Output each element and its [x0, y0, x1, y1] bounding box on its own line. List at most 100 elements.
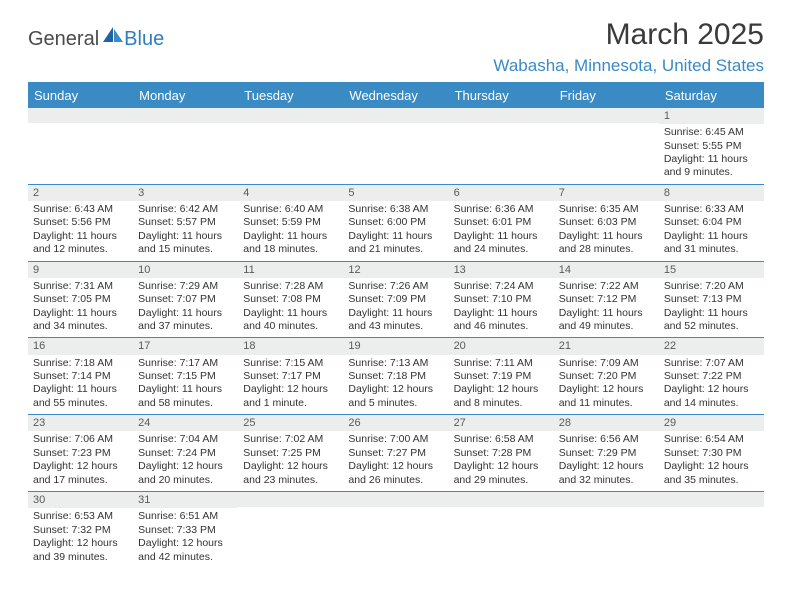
day-details: Sunrise: 7:31 AMSunset: 7:05 PMDaylight:…	[28, 278, 133, 338]
day-details	[554, 507, 659, 559]
sunset-text: Sunset: 6:03 PM	[559, 216, 654, 229]
daylight-text: Daylight: 11 hours and 12 minutes.	[33, 230, 128, 257]
calendar-day-cell: 9Sunrise: 7:31 AMSunset: 7:05 PMDaylight…	[28, 261, 133, 338]
day-details	[343, 123, 448, 175]
day-number: 2	[28, 185, 133, 201]
calendar-day-cell: 4Sunrise: 6:40 AMSunset: 5:59 PMDaylight…	[238, 184, 343, 261]
daylight-text: Daylight: 11 hours and 43 minutes.	[348, 307, 443, 334]
calendar-table: SundayMondayTuesdayWednesdayThursdayFrid…	[28, 83, 764, 568]
calendar-week-row: 30Sunrise: 6:53 AMSunset: 7:32 PMDayligh…	[28, 492, 764, 568]
daylight-text: Daylight: 11 hours and 34 minutes.	[33, 307, 128, 334]
calendar-empty-cell	[133, 108, 238, 184]
sunset-text: Sunset: 7:33 PM	[138, 524, 233, 537]
weekday-header: Sunday	[28, 83, 133, 108]
location-text: Wabasha, Minnesota, United States	[493, 56, 764, 76]
sunrise-text: Sunrise: 7:28 AM	[243, 280, 338, 293]
day-number: 5	[343, 185, 448, 201]
day-number: 10	[133, 262, 238, 278]
sunrise-text: Sunrise: 6:42 AM	[138, 203, 233, 216]
day-details	[554, 123, 659, 175]
day-details: Sunrise: 7:00 AMSunset: 7:27 PMDaylight:…	[343, 431, 448, 491]
sunrise-text: Sunrise: 6:43 AM	[33, 203, 128, 216]
calendar-day-cell: 29Sunrise: 6:54 AMSunset: 7:30 PMDayligh…	[659, 415, 764, 492]
day-number: 9	[28, 262, 133, 278]
header: General Blue March 2025 Wabasha, Minneso…	[28, 18, 764, 76]
sunset-text: Sunset: 7:32 PM	[33, 524, 128, 537]
day-number	[449, 492, 554, 507]
day-number	[554, 492, 659, 507]
calendar-empty-cell	[554, 108, 659, 184]
daylight-text: Daylight: 12 hours and 17 minutes.	[33, 460, 128, 487]
sunset-text: Sunset: 7:23 PM	[33, 447, 128, 460]
calendar-day-cell: 23Sunrise: 7:06 AMSunset: 7:23 PMDayligh…	[28, 415, 133, 492]
sunset-text: Sunset: 7:29 PM	[559, 447, 654, 460]
sunset-text: Sunset: 7:05 PM	[33, 293, 128, 306]
sunrise-text: Sunrise: 6:56 AM	[559, 433, 654, 446]
day-details: Sunrise: 7:04 AMSunset: 7:24 PMDaylight:…	[133, 431, 238, 491]
sunset-text: Sunset: 7:20 PM	[559, 370, 654, 383]
calendar-week-row: 1Sunrise: 6:45 AMSunset: 5:55 PMDaylight…	[28, 108, 764, 184]
day-details: Sunrise: 7:06 AMSunset: 7:23 PMDaylight:…	[28, 431, 133, 491]
day-details: Sunrise: 7:20 AMSunset: 7:13 PMDaylight:…	[659, 278, 764, 338]
sunset-text: Sunset: 7:17 PM	[243, 370, 338, 383]
sunset-text: Sunset: 7:12 PM	[559, 293, 654, 306]
day-number	[659, 492, 764, 507]
day-details	[449, 123, 554, 175]
calendar-day-cell: 7Sunrise: 6:35 AMSunset: 6:03 PMDaylight…	[554, 184, 659, 261]
brand-part2: Blue	[124, 28, 164, 51]
day-details: Sunrise: 6:53 AMSunset: 7:32 PMDaylight:…	[28, 508, 133, 568]
calendar-day-cell: 13Sunrise: 7:24 AMSunset: 7:10 PMDayligh…	[449, 261, 554, 338]
day-number: 18	[238, 338, 343, 354]
calendar-body: 1Sunrise: 6:45 AMSunset: 5:55 PMDaylight…	[28, 108, 764, 568]
day-number: 16	[28, 338, 133, 354]
day-details: Sunrise: 6:56 AMSunset: 7:29 PMDaylight:…	[554, 431, 659, 491]
sunrise-text: Sunrise: 6:53 AM	[33, 510, 128, 523]
calendar-day-cell: 18Sunrise: 7:15 AMSunset: 7:17 PMDayligh…	[238, 338, 343, 415]
calendar-day-cell: 31Sunrise: 6:51 AMSunset: 7:33 PMDayligh…	[133, 492, 238, 568]
sunset-text: Sunset: 5:56 PM	[33, 216, 128, 229]
calendar-week-row: 23Sunrise: 7:06 AMSunset: 7:23 PMDayligh…	[28, 415, 764, 492]
daylight-text: Daylight: 12 hours and 32 minutes.	[559, 460, 654, 487]
sunrise-text: Sunrise: 7:31 AM	[33, 280, 128, 293]
day-details: Sunrise: 7:17 AMSunset: 7:15 PMDaylight:…	[133, 355, 238, 415]
daylight-text: Daylight: 12 hours and 20 minutes.	[138, 460, 233, 487]
weekday-header: Monday	[133, 83, 238, 108]
day-number	[343, 492, 448, 507]
calendar-day-cell: 15Sunrise: 7:20 AMSunset: 7:13 PMDayligh…	[659, 261, 764, 338]
day-details: Sunrise: 6:42 AMSunset: 5:57 PMDaylight:…	[133, 201, 238, 261]
calendar-empty-cell	[659, 492, 764, 568]
sunrise-text: Sunrise: 7:17 AM	[138, 357, 233, 370]
weekday-header: Thursday	[449, 83, 554, 108]
calendar-day-cell: 10Sunrise: 7:29 AMSunset: 7:07 PMDayligh…	[133, 261, 238, 338]
calendar-day-cell: 14Sunrise: 7:22 AMSunset: 7:12 PMDayligh…	[554, 261, 659, 338]
daylight-text: Daylight: 11 hours and 46 minutes.	[454, 307, 549, 334]
calendar-day-cell: 6Sunrise: 6:36 AMSunset: 6:01 PMDaylight…	[449, 184, 554, 261]
sunset-text: Sunset: 7:24 PM	[138, 447, 233, 460]
day-details	[449, 507, 554, 559]
sunrise-text: Sunrise: 6:33 AM	[664, 203, 759, 216]
sunrise-text: Sunrise: 7:26 AM	[348, 280, 443, 293]
day-details: Sunrise: 6:40 AMSunset: 5:59 PMDaylight:…	[238, 201, 343, 261]
sunrise-text: Sunrise: 6:40 AM	[243, 203, 338, 216]
day-details: Sunrise: 7:18 AMSunset: 7:14 PMDaylight:…	[28, 355, 133, 415]
sunrise-text: Sunrise: 7:24 AM	[454, 280, 549, 293]
sunset-text: Sunset: 6:04 PM	[664, 216, 759, 229]
sunset-text: Sunset: 6:01 PM	[454, 216, 549, 229]
sunrise-text: Sunrise: 7:13 AM	[348, 357, 443, 370]
calendar-empty-cell	[238, 108, 343, 184]
day-number: 25	[238, 415, 343, 431]
sunset-text: Sunset: 7:25 PM	[243, 447, 338, 460]
sunset-text: Sunset: 7:13 PM	[664, 293, 759, 306]
calendar-empty-cell	[343, 108, 448, 184]
weekday-header: Wednesday	[343, 83, 448, 108]
sunset-text: Sunset: 7:15 PM	[138, 370, 233, 383]
day-number: 29	[659, 415, 764, 431]
day-number: 8	[659, 185, 764, 201]
daylight-text: Daylight: 12 hours and 5 minutes.	[348, 383, 443, 410]
brand-part1: General	[28, 28, 99, 51]
day-details: Sunrise: 6:54 AMSunset: 7:30 PMDaylight:…	[659, 431, 764, 491]
sunset-text: Sunset: 7:08 PM	[243, 293, 338, 306]
sunrise-text: Sunrise: 7:15 AM	[243, 357, 338, 370]
day-number: 28	[554, 415, 659, 431]
day-details	[343, 507, 448, 559]
